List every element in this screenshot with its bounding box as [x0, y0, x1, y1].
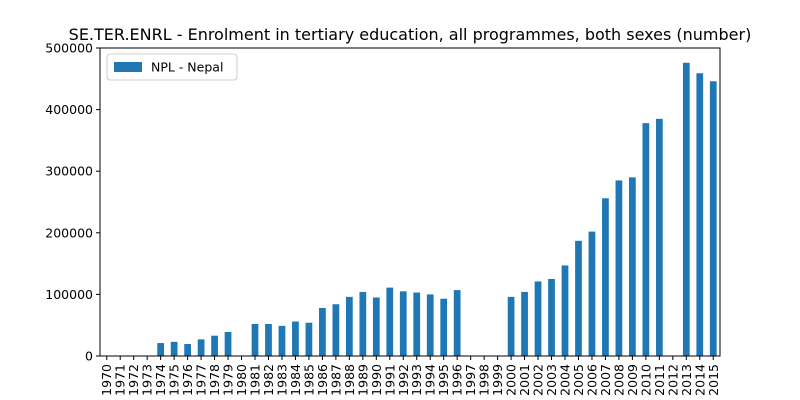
y-tick-label: 0 — [85, 349, 93, 364]
bar-1993 — [413, 292, 421, 356]
legend: NPL - Nepal — [106, 53, 238, 81]
x-tick-label: 1997 — [463, 364, 478, 396]
legend-label: NPL - Nepal — [151, 60, 223, 75]
x-tick-label: 1987 — [328, 364, 343, 396]
x-tick-label: 1992 — [396, 364, 411, 396]
x-tick-label: 2007 — [598, 364, 613, 396]
x-tick-label: 1994 — [423, 364, 438, 396]
x-tick-label: 2011 — [652, 364, 667, 396]
bar-2014 — [696, 73, 704, 356]
bar-1983 — [278, 325, 286, 356]
x-tick-label: 1984 — [288, 364, 303, 396]
bar-1982 — [265, 323, 272, 356]
y-tick-label: 400000 — [45, 102, 93, 117]
x-tick-label: 1996 — [450, 364, 465, 396]
x-tick-label: 2002 — [531, 364, 546, 396]
bar-2005 — [575, 240, 582, 356]
x-tick-label: 2003 — [544, 364, 559, 396]
x-tick-label: 1982 — [261, 364, 276, 396]
x-tick-label: 2006 — [584, 364, 599, 396]
axes-group: 0100000200000300000400000500000197019711… — [45, 41, 720, 396]
bar-1985 — [305, 322, 313, 356]
x-tick-label: 1975 — [167, 364, 182, 396]
x-tick-label: 2012 — [665, 364, 680, 396]
x-tick-label: 1971 — [113, 364, 128, 396]
bar-1990 — [372, 297, 380, 356]
x-tick-label: 2005 — [571, 364, 586, 396]
bar-2002 — [534, 281, 542, 356]
bar-1992 — [399, 291, 407, 356]
x-tick-label: 2013 — [679, 364, 694, 396]
bar-1981 — [251, 323, 259, 356]
bar-1986 — [319, 307, 326, 356]
bar-2003 — [548, 279, 555, 356]
x-tick-label: 1983 — [274, 364, 289, 396]
bar-2011 — [655, 118, 663, 356]
x-tick-label: 2000 — [504, 364, 519, 396]
legend-swatch — [114, 62, 142, 72]
bar-1991 — [386, 287, 394, 356]
x-tick-label: 1999 — [490, 364, 505, 396]
x-tick-label: 1974 — [153, 364, 168, 396]
bar-2001 — [521, 291, 528, 356]
bar-2010 — [642, 123, 650, 357]
y-tick-label: 200000 — [45, 225, 93, 240]
bar-1989 — [359, 291, 367, 356]
bar-1988 — [345, 296, 353, 356]
x-tick-label: 1978 — [207, 364, 222, 396]
x-tick-label: 2001 — [517, 364, 532, 396]
x-tick-label: 1998 — [477, 364, 492, 396]
bar-2015 — [709, 81, 717, 356]
x-tick-label: 1993 — [409, 364, 424, 396]
x-tick-label: 2004 — [558, 364, 573, 396]
bar-1977 — [197, 339, 205, 356]
x-tick-label: 1970 — [99, 364, 114, 396]
x-tick-label: 1972 — [126, 364, 141, 396]
bar-2004 — [561, 265, 569, 356]
x-tick-label: 2015 — [706, 364, 721, 396]
bar-2008 — [615, 180, 623, 356]
x-tick-label: 2008 — [611, 364, 626, 396]
x-tick-label: 2010 — [638, 364, 653, 396]
bar-1979 — [224, 331, 232, 356]
bar-1995 — [440, 298, 448, 356]
bar-2013 — [682, 62, 690, 356]
bar-1996 — [453, 290, 461, 356]
bar-1987 — [332, 304, 340, 356]
bars-group — [157, 62, 717, 357]
x-tick-label: 1976 — [180, 364, 195, 396]
x-tick-label: 1977 — [194, 364, 209, 396]
x-tick-label: 1980 — [234, 364, 249, 396]
x-tick-label: 1985 — [301, 364, 316, 396]
y-tick-label: 100000 — [45, 287, 93, 302]
x-tick-label: 1986 — [315, 364, 330, 396]
x-tick-label: 1990 — [369, 364, 384, 396]
bar-1978 — [211, 335, 218, 356]
bar-1984 — [292, 321, 299, 356]
y-tick-label: 300000 — [45, 164, 93, 179]
x-tick-label: 2014 — [692, 364, 707, 396]
bar-2007 — [602, 198, 609, 356]
bar-2006 — [588, 231, 596, 356]
plot-frame — [99, 47, 721, 357]
x-tick-label: 1988 — [342, 364, 357, 396]
legend-box — [106, 53, 238, 81]
bar-2009 — [629, 177, 636, 356]
y-tick-label: 500000 — [45, 41, 93, 56]
bar-1974 — [157, 343, 165, 356]
bar-2000 — [507, 296, 515, 356]
x-tick-label: 1995 — [436, 364, 451, 396]
x-tick-label: 2009 — [625, 364, 640, 396]
chart-title: SE.TER.ENRL - Enrolment in tertiary educ… — [69, 25, 752, 44]
x-tick-label: 1973 — [140, 364, 155, 396]
bar-1976 — [184, 343, 191, 356]
x-tick-label: 1979 — [221, 364, 236, 396]
bar-1975 — [170, 341, 178, 356]
x-tick-label: 1989 — [355, 364, 370, 396]
x-tick-label: 1981 — [248, 364, 263, 396]
x-tick-label: 1991 — [382, 364, 397, 396]
bar-1994 — [426, 294, 434, 356]
